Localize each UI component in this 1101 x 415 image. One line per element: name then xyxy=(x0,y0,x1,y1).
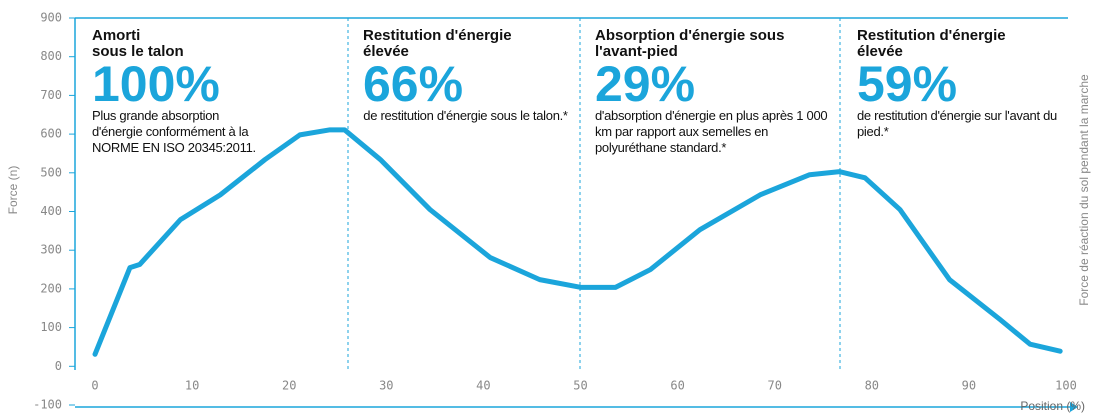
y-tick-label: 100 xyxy=(40,320,62,334)
x-tick-label: 0 xyxy=(91,379,98,393)
y-tick-label: 800 xyxy=(40,49,62,63)
y-tick-label: 500 xyxy=(40,165,62,179)
y-tick-label: 600 xyxy=(40,127,62,141)
x-tick-label: 30 xyxy=(379,379,393,393)
y-tick-label: 700 xyxy=(40,88,62,102)
x-tick-label: 20 xyxy=(282,379,296,393)
y-tick-label: 400 xyxy=(40,204,62,218)
big-percent: 29% xyxy=(595,56,696,112)
section-title: Restitution d'énergie élevée xyxy=(857,27,1006,60)
section-text: Plus grande absorption d'énergie conform… xyxy=(92,108,256,155)
section-title: Absorption d'énergie sous l'avant-pied xyxy=(595,27,785,60)
section-title: Restitution d'énergie élevée xyxy=(363,27,512,60)
force-curve xyxy=(92,127,1063,357)
arrow-head xyxy=(1070,402,1078,412)
big-percent: 66% xyxy=(363,56,464,112)
y-tick-label: -100 xyxy=(33,398,62,412)
x-tick-label: 60 xyxy=(670,379,684,393)
section: Restitution d'énergie élevée 59% de restit… xyxy=(857,28,1057,140)
y-tick-label: 900 xyxy=(40,11,62,25)
section: Restitution d'énergie élevée 66% de restit… xyxy=(363,28,568,124)
y-axis-label: Force (n) xyxy=(6,166,20,215)
big-percent: 59% xyxy=(857,56,958,112)
y-tick-label: 0 xyxy=(55,359,62,373)
x-axis-label: Position (%) xyxy=(1020,399,1085,413)
x-tick-label: 50 xyxy=(573,379,587,393)
section-text: de restitution d'énergie sur l'avant du … xyxy=(857,108,1057,139)
y2-label: Force de réaction du sol pendant la marc… xyxy=(1077,74,1091,306)
x-tick-label: 80 xyxy=(865,379,879,393)
x-tick-label: 40 xyxy=(476,379,490,393)
section-text: de restitution d'énergie sous le talon.* xyxy=(363,108,568,123)
section: Absorption d'énergie sous l'avant-pied 29… xyxy=(595,28,830,156)
y-tick-label: 300 xyxy=(40,243,62,257)
x-tick-label: 10 xyxy=(185,379,199,393)
section-title: Amorti sous le talon xyxy=(92,27,184,60)
big-percent: 100% xyxy=(92,56,220,112)
y-tick-label: 200 xyxy=(40,281,62,295)
x-tick-label: 90 xyxy=(962,379,976,393)
section-text: d'absorption d'énergie en plus après 1 0… xyxy=(595,108,828,155)
x-tick-label: 100 xyxy=(1055,379,1077,393)
section: Amorti sous le talon 100% Plus grande abso… xyxy=(92,28,267,156)
x-tick-label: 70 xyxy=(767,379,781,393)
